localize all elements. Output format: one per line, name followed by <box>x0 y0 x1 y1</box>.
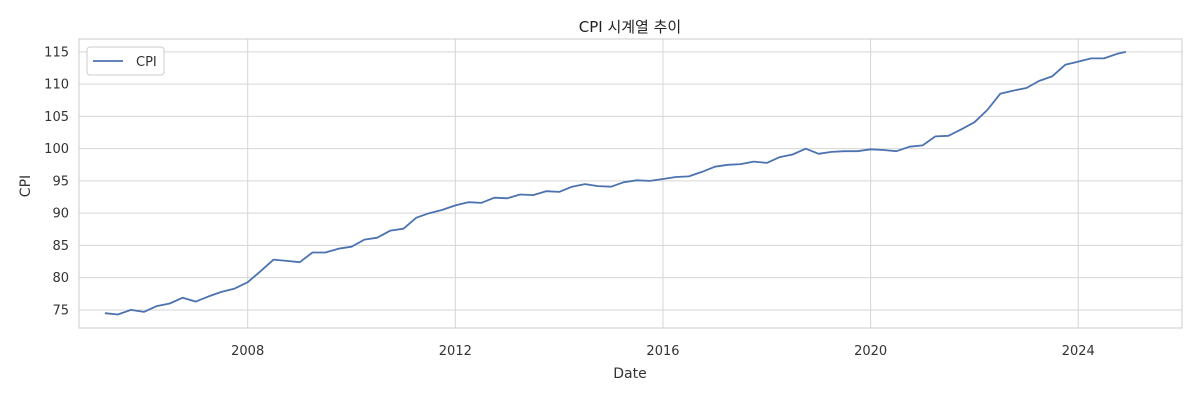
x-axis-label: Date <box>613 366 646 382</box>
y-tick-label: 90 <box>52 207 69 222</box>
chart-title: CPI 시계열 추이 <box>579 18 681 36</box>
y-tick-label: 80 <box>52 271 69 286</box>
tick-layer: 75 80 85 90 95 100 105 110 115 2008 2012 2016 2020 20… <box>44 45 1095 359</box>
y-tick-label: 100 <box>44 142 69 157</box>
x-tick-label: 2012 <box>439 344 472 359</box>
y-tick-label: 105 <box>44 110 69 125</box>
y-tick-label: 110 <box>44 78 69 93</box>
x-tick-label: 2016 <box>646 344 679 359</box>
series-line-cpi <box>104 51 1127 316</box>
x-tick-label: 2008 <box>231 344 264 359</box>
x-tick-label: 2024 <box>1062 344 1095 359</box>
series-layer <box>104 51 1127 316</box>
y-tick-label: 85 <box>52 239 69 254</box>
legend-box <box>86 46 165 76</box>
y-tick-label: 95 <box>52 174 69 189</box>
legend-label-cpi: CPI <box>136 55 157 70</box>
legend: CPI <box>86 46 165 76</box>
y-tick-label: 115 <box>44 45 69 60</box>
y-tick-label: 75 <box>52 303 69 318</box>
plot-frame <box>78 38 1183 329</box>
x-tick-label: 2020 <box>854 344 887 359</box>
y-axis-label: CPI <box>18 175 34 197</box>
